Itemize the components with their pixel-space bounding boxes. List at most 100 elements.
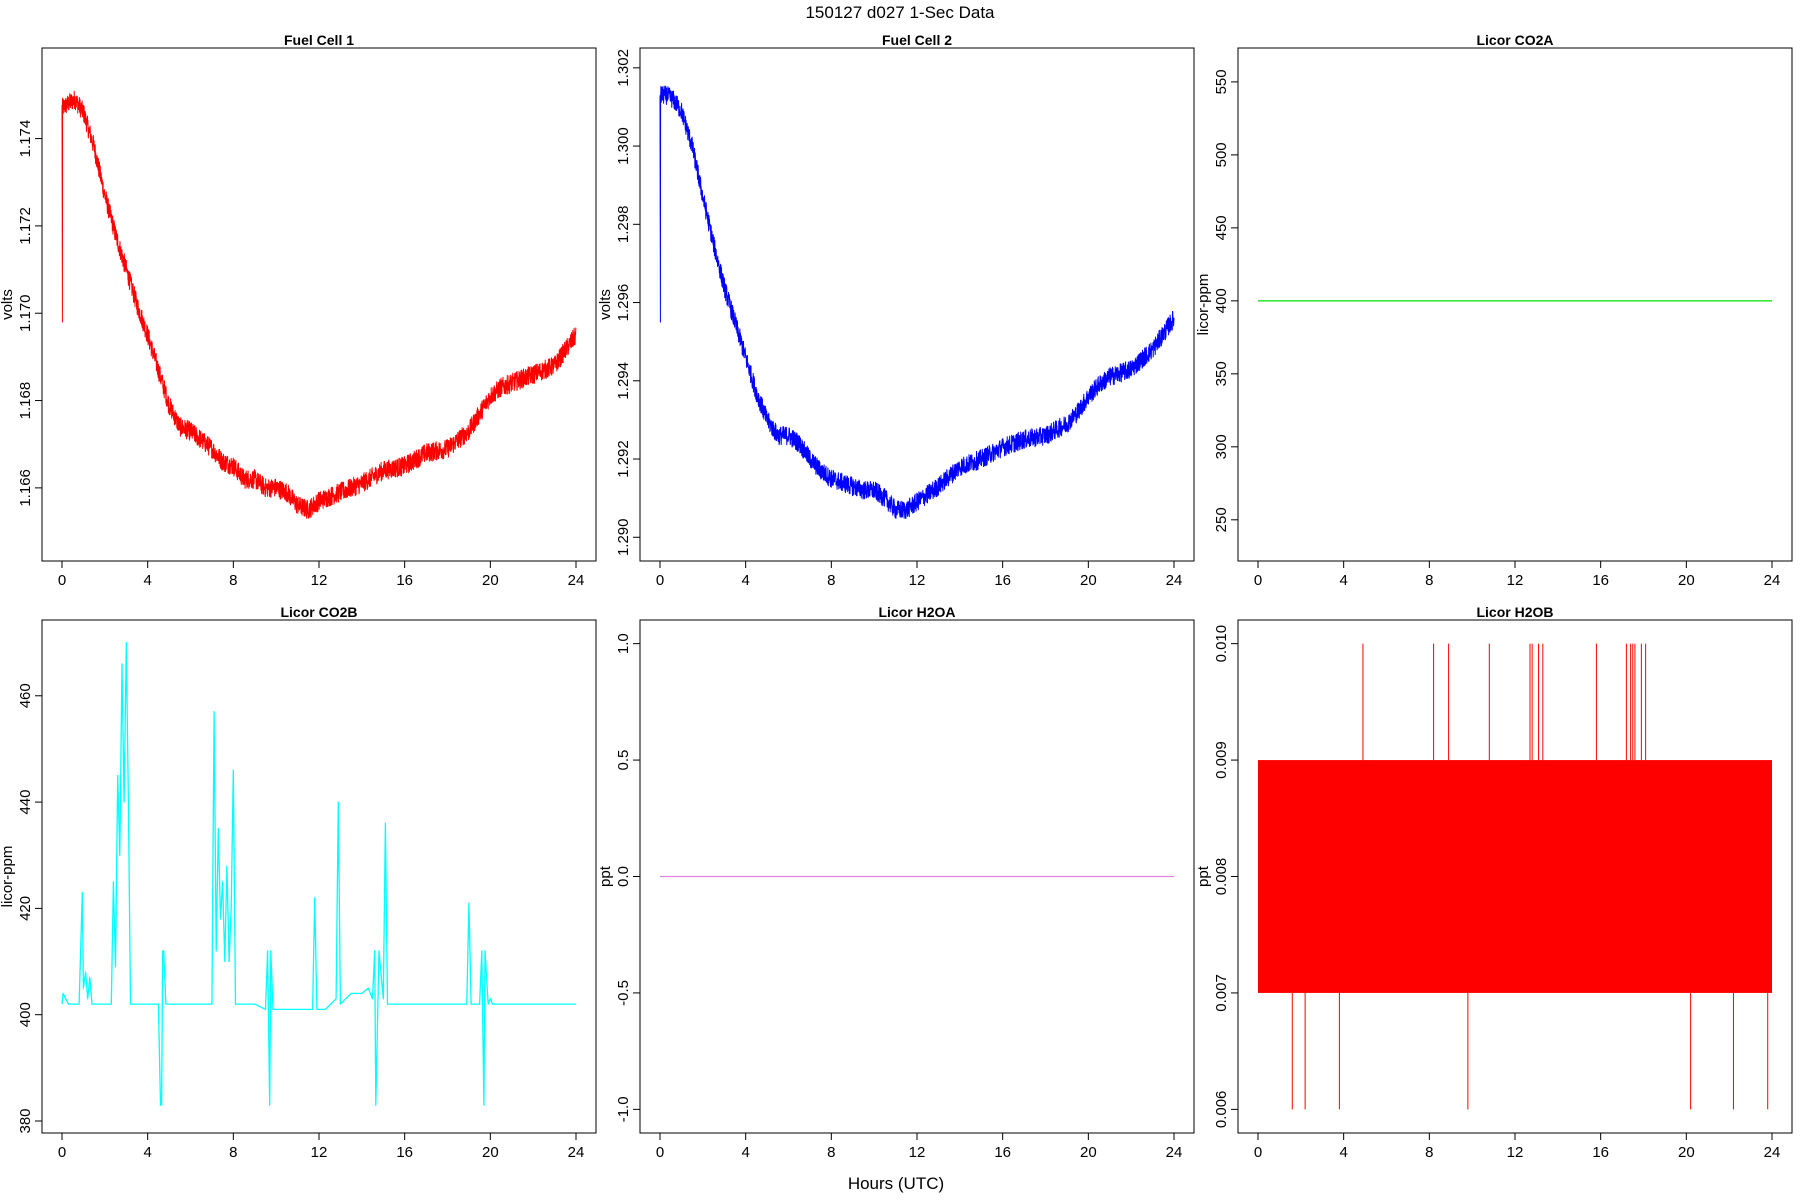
y-tick-label: 250	[1213, 507, 1230, 532]
y-axis-label: volts	[0, 289, 16, 320]
series-line	[659, 85, 1175, 519]
x-tick-label: 20	[1678, 1144, 1695, 1161]
y-tick-label: -0.5	[615, 980, 632, 1006]
y-tick-label: 1.302	[615, 49, 632, 87]
x-tick-label: 8	[229, 572, 237, 589]
y-tick-label: 350	[1213, 361, 1230, 386]
panel-title: Fuel Cell 2	[882, 32, 952, 48]
x-tick-label: 24	[1764, 1144, 1781, 1161]
x-tick-label: 20	[482, 572, 499, 589]
x-tick-label: 16	[1592, 572, 1609, 589]
panel-title: Licor H2OB	[1476, 604, 1553, 620]
x-tick-label: 8	[229, 1144, 237, 1161]
chart-panel-3: Licor CO2A licor-ppm 0 4 8 12 16 20 24 250 300 350 4…	[1195, 32, 1793, 589]
y-tick-label: 1.298	[615, 206, 632, 244]
chart-panel-4: Licor CO2B licor-ppm 0 4 8 12 16 20 24 380 400 420 4…	[0, 604, 597, 1161]
panel-title: Fuel Cell 1	[284, 32, 354, 48]
figure-xlabel: Hours (UTC)	[848, 1174, 944, 1193]
series-band	[1258, 760, 1772, 993]
y-tick-label: 300	[1213, 434, 1230, 459]
x-tick-label: 24	[568, 1144, 585, 1161]
figure-title: 150127 d027 1-Sec Data	[805, 3, 995, 22]
x-tick-label: 24	[568, 572, 585, 589]
y-tick-label: 0.010	[1213, 625, 1230, 663]
y-tick-label: -1.0	[615, 1096, 632, 1122]
x-tick-label: 4	[143, 1144, 151, 1161]
y-tick-label: 400	[1213, 288, 1230, 313]
x-tick-label: 12	[311, 1144, 328, 1161]
x-tick-label: 20	[1080, 572, 1097, 589]
y-axis-label: ppt	[597, 865, 614, 887]
y-axis-label: licor-ppm	[0, 846, 16, 908]
y-tick-label: 0.006	[1213, 1091, 1230, 1129]
y-tick-label: 1.294	[615, 362, 632, 400]
chart-panels: Fuel Cell 1 volts 0 4 8 12 16 20 24 1.166 1.168 1.1…	[0, 32, 1793, 1161]
y-tick-label: 400	[17, 1002, 34, 1027]
series-line	[61, 641, 576, 1106]
x-tick-label: 0	[58, 1144, 66, 1161]
x-tick-label: 12	[909, 572, 926, 589]
x-tick-label: 4	[143, 572, 151, 589]
x-tick-label: 16	[396, 1144, 413, 1161]
x-tick-label: 16	[994, 572, 1011, 589]
y-axis-label: licor-ppm	[1195, 274, 1212, 336]
panel-title: Licor H2OA	[878, 604, 955, 620]
y-tick-label: 1.300	[615, 127, 632, 165]
x-tick-label: 0	[656, 1144, 664, 1161]
series-line	[61, 90, 577, 519]
x-tick-label: 24	[1166, 1144, 1183, 1161]
x-tick-label: 0	[1254, 1144, 1262, 1161]
x-tick-label: 12	[1507, 572, 1524, 589]
plot-area	[61, 641, 576, 1106]
y-tick-label: 1.174	[17, 120, 34, 158]
y-tick-label: 1.0	[615, 633, 632, 654]
y-tick-label: 0.008	[1213, 858, 1230, 896]
x-tick-label: 4	[741, 572, 749, 589]
x-tick-label: 24	[1166, 572, 1183, 589]
y-axis-label: volts	[597, 289, 614, 320]
x-tick-label: 24	[1764, 572, 1781, 589]
x-tick-label: 16	[994, 1144, 1011, 1161]
x-tick-label: 16	[396, 572, 413, 589]
x-tick-label: 4	[1339, 1144, 1347, 1161]
y-tick-label: 1.168	[17, 382, 34, 420]
y-tick-label: 1.166	[17, 469, 34, 507]
y-tick-label: 1.172	[17, 207, 34, 245]
y-axis-label: ppt	[1195, 865, 1212, 887]
y-tick-label: 1.292	[615, 440, 632, 478]
x-tick-label: 4	[741, 1144, 749, 1161]
x-tick-label: 20	[1678, 572, 1695, 589]
x-tick-label: 12	[311, 572, 328, 589]
x-tick-label: 0	[656, 572, 664, 589]
y-tick-label: 500	[1213, 142, 1230, 167]
chart-panel-6: Licor H2OB ppt 0 4 8 12 16 20 24 0.006 0.007 0.008 0…	[1195, 604, 1793, 1161]
plot-area	[1258, 643, 1772, 1110]
chart-panel-1: Fuel Cell 1 volts 0 4 8 12 16 20 24 1.166 1.168 1.1…	[0, 32, 597, 589]
x-tick-label: 8	[827, 1144, 835, 1161]
x-tick-label: 20	[482, 1144, 499, 1161]
x-tick-label: 12	[1507, 1144, 1524, 1161]
y-tick-label: 450	[1213, 215, 1230, 240]
y-tick-label: 0.007	[1213, 974, 1230, 1012]
panel-title: Licor CO2B	[280, 604, 357, 620]
plot-area	[659, 85, 1175, 519]
y-tick-label: 1.296	[615, 284, 632, 322]
x-tick-label: 12	[909, 1144, 926, 1161]
panel-title: Licor CO2A	[1476, 32, 1553, 48]
y-tick-label: 380	[17, 1108, 34, 1133]
chart-panel-2: Fuel Cell 2 volts 0 4 8 12 16 20 24 1.290 1.292 1.2…	[597, 32, 1195, 589]
y-tick-label: 0.009	[1213, 741, 1230, 779]
x-tick-label: 4	[1339, 572, 1347, 589]
x-tick-label: 8	[1425, 572, 1433, 589]
y-tick-label: 420	[17, 896, 34, 921]
x-tick-label: 0	[58, 572, 66, 589]
y-tick-label: 0.0	[615, 866, 632, 887]
y-tick-label: 440	[17, 790, 34, 815]
plot-area	[61, 90, 577, 519]
y-tick-label: 550	[1213, 69, 1230, 94]
y-tick-label: 1.170	[17, 294, 34, 332]
x-tick-label: 0	[1254, 572, 1262, 589]
x-tick-label: 16	[1592, 1144, 1609, 1161]
y-tick-label: 1.290	[615, 518, 632, 556]
